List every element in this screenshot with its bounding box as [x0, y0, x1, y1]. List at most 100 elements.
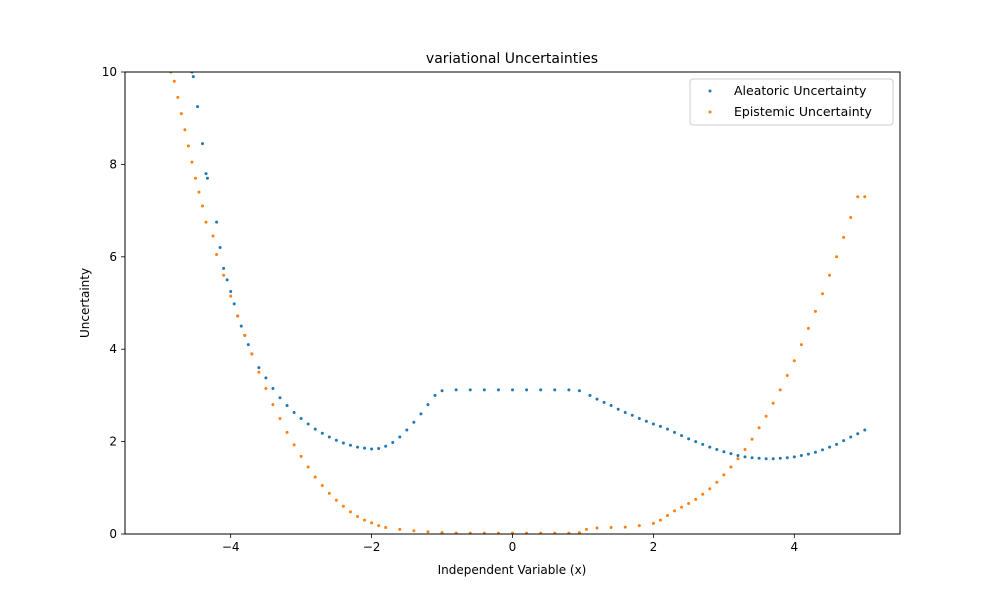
data-point [482, 388, 486, 392]
chart-title: variational Uncertainties [426, 51, 598, 67]
data-point [197, 190, 201, 194]
data-point [215, 220, 219, 224]
data-point [222, 273, 226, 277]
data-point [363, 446, 367, 450]
data-point [405, 428, 409, 432]
data-point [278, 396, 282, 400]
data-point [370, 447, 374, 451]
data-point [764, 457, 768, 461]
data-point [701, 492, 705, 496]
data-point [785, 374, 789, 378]
data-point [778, 456, 782, 460]
data-point [799, 343, 803, 347]
data-point [821, 448, 824, 452]
data-point [539, 531, 543, 534]
x-axis-label: Independent Variable (x) [438, 563, 587, 577]
data-point [673, 430, 677, 434]
data-point [729, 452, 733, 456]
data-point [750, 456, 754, 460]
data-point [341, 441, 345, 445]
data-point [419, 412, 423, 416]
y-tick-label: 10 [102, 65, 117, 79]
data-point [264, 386, 268, 390]
data-point [842, 235, 846, 239]
data-point [172, 79, 176, 83]
data-point [299, 417, 303, 420]
data-point [204, 172, 208, 176]
data-point [785, 456, 789, 460]
data-point [623, 525, 627, 529]
data-point [666, 514, 669, 518]
data-point [651, 521, 655, 525]
data-point [553, 531, 557, 534]
data-point [190, 160, 194, 164]
data-point [225, 278, 229, 282]
data-point [584, 527, 588, 531]
data-point [757, 456, 761, 460]
legend-box [689, 78, 894, 126]
y-tick-label: 2 [109, 435, 117, 449]
y-axis-ticks: 0 2 4 6 8 10 [102, 65, 125, 541]
data-point [257, 370, 261, 374]
data-point [285, 404, 289, 408]
data-point [222, 266, 226, 270]
data-point [715, 447, 719, 451]
data-point [764, 414, 768, 418]
data-point [813, 450, 817, 454]
legend: Aleatoric Uncertainty Epistemic Uncertai… [689, 78, 894, 126]
y-axis-label: Uncertainty [78, 268, 92, 338]
x-tick-label: 0 [509, 540, 517, 554]
data-point [334, 438, 338, 442]
legend-label-aleatoric: Aleatoric Uncertainty [734, 83, 867, 98]
data-point [609, 404, 613, 408]
data-point [356, 445, 359, 449]
data-point [687, 502, 691, 506]
data-point [327, 491, 331, 495]
data-point [863, 195, 867, 199]
data-point [250, 352, 254, 356]
data-point [341, 504, 345, 508]
data-point [553, 388, 557, 392]
data-point [320, 431, 324, 435]
data-point [694, 497, 698, 501]
data-point [806, 452, 810, 456]
data-point [577, 531, 581, 534]
data-point [813, 309, 817, 313]
data-point [658, 518, 662, 522]
data-point [348, 510, 352, 514]
data-point [327, 435, 331, 439]
data-point [630, 413, 634, 417]
data-point [828, 445, 832, 449]
data-point [412, 420, 416, 424]
data-point [792, 455, 796, 459]
data-point [496, 388, 500, 392]
data-point [384, 526, 388, 530]
y-tick-label: 0 [109, 527, 117, 541]
data-point [609, 526, 613, 530]
data-point [193, 176, 197, 180]
data-point [454, 531, 458, 534]
data-point [377, 524, 381, 528]
data-point [292, 443, 296, 447]
data-point [426, 403, 430, 407]
data-point [201, 204, 204, 208]
data-point [191, 75, 195, 79]
y-tick-label: 4 [109, 342, 117, 356]
data-point [792, 359, 796, 363]
data-point [736, 457, 740, 461]
data-point [715, 480, 719, 484]
data-point [363, 518, 367, 522]
data-point [232, 302, 236, 306]
data-point [229, 294, 233, 298]
data-point [757, 426, 761, 430]
data-point [856, 432, 860, 436]
data-point [186, 144, 190, 148]
data-point [701, 442, 705, 446]
data-point [391, 441, 395, 445]
data-point [377, 447, 381, 451]
data-point [205, 176, 209, 180]
legend-marker-aleatoric [708, 89, 712, 93]
data-point [313, 427, 317, 431]
x-axis-ticks: −4 −2 0 2 4 [222, 534, 798, 554]
data-point [778, 388, 782, 392]
